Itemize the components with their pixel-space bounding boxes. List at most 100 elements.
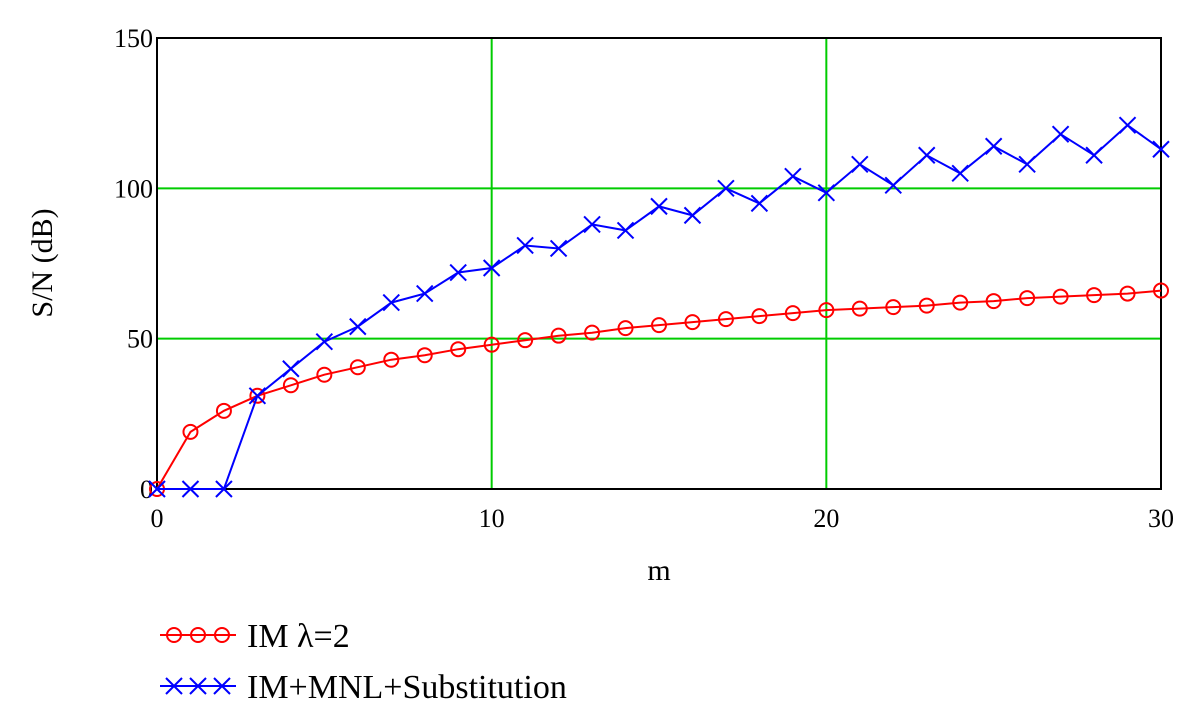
legend-swatch-markers bbox=[166, 627, 230, 643]
data-point-x bbox=[416, 284, 434, 303]
data-point-x-stroke bbox=[683, 206, 702, 225]
data-point-x bbox=[951, 164, 969, 183]
y-tick-label: 100 bbox=[114, 174, 153, 203]
data-point-x bbox=[1051, 125, 1070, 143]
data-point-circle bbox=[282, 377, 299, 394]
data-point-circle bbox=[684, 314, 701, 331]
data-point-x-stroke bbox=[449, 263, 467, 282]
data-point-x bbox=[984, 137, 1003, 155]
data-point-x bbox=[215, 480, 233, 498]
data-point-circle bbox=[818, 302, 835, 319]
series-group bbox=[148, 116, 1170, 498]
data-point-x-stroke bbox=[951, 164, 969, 183]
data-point-x bbox=[918, 146, 936, 164]
y-tick-labels: 0 50 100 150 bbox=[114, 24, 153, 504]
data-point-circle bbox=[416, 347, 433, 364]
data-point-circle bbox=[985, 293, 1002, 310]
data-point-x-stroke bbox=[1018, 155, 1036, 173]
data-point-x-stroke bbox=[1051, 125, 1070, 143]
data-point-circle bbox=[249, 387, 266, 404]
legend-label: IM+MNL+Substitution bbox=[247, 669, 567, 706]
data-point-x-stroke bbox=[148, 480, 166, 498]
data-point-x bbox=[1018, 155, 1036, 173]
data-point-x-stroke bbox=[248, 387, 267, 405]
legend-swatch-markers bbox=[165, 677, 231, 695]
data-point-circle bbox=[651, 317, 667, 334]
data-point-x-stroke bbox=[215, 480, 233, 498]
data-point-x bbox=[851, 155, 869, 173]
data-point-circle bbox=[190, 627, 206, 643]
data-point-x bbox=[884, 176, 902, 195]
data-point-x bbox=[549, 239, 568, 258]
data-point-x-stroke bbox=[282, 360, 300, 378]
x-tick-label: 0 bbox=[151, 504, 164, 533]
legend-label: IM λ=2 bbox=[247, 618, 350, 655]
data-point-circle bbox=[182, 423, 199, 440]
x-tick-label: 30 bbox=[1148, 504, 1174, 533]
data-point-x bbox=[449, 263, 467, 282]
data-point-circle bbox=[885, 299, 902, 316]
data-point-x bbox=[650, 197, 668, 216]
data-point-circle bbox=[517, 332, 534, 349]
x-axis-label: m bbox=[647, 554, 670, 587]
data-point-circle bbox=[918, 297, 935, 314]
data-point-circle bbox=[851, 300, 868, 317]
data-point-x-stroke bbox=[382, 293, 400, 312]
grid bbox=[157, 38, 1161, 489]
data-point-x bbox=[213, 677, 231, 695]
series-line bbox=[156, 289, 1162, 490]
data-point-x bbox=[683, 206, 702, 225]
y-axis-label: S/N (dB) bbox=[26, 208, 59, 317]
data-point-circle bbox=[550, 327, 567, 344]
data-point-circle bbox=[215, 402, 232, 419]
data-point-x bbox=[1118, 116, 1137, 134]
data-point-circle bbox=[483, 336, 500, 353]
plot-frame bbox=[156, 37, 1162, 490]
data-point-x bbox=[315, 332, 334, 351]
data-point-x-stroke bbox=[416, 284, 434, 303]
legend: IM λ=2 IM+MNL+Substitution bbox=[160, 618, 567, 706]
data-point-x bbox=[750, 194, 769, 213]
data-point-circle bbox=[617, 320, 634, 337]
data-point-x-stroke bbox=[851, 155, 869, 173]
series-0 bbox=[149, 282, 1169, 497]
data-point-circle bbox=[1086, 287, 1103, 304]
data-point-x-stroke bbox=[717, 179, 735, 198]
legend-item-im-mnl-substitution: IM+MNL+Substitution bbox=[160, 669, 567, 706]
data-point-circle bbox=[952, 294, 969, 311]
y-tick-label: 0 bbox=[140, 475, 153, 504]
data-point-x-stroke bbox=[349, 317, 367, 336]
data-point-circle bbox=[166, 627, 182, 643]
data-point-x-stroke bbox=[884, 176, 902, 195]
data-point-x bbox=[516, 236, 534, 255]
data-point-x-stroke bbox=[817, 184, 836, 202]
data-point-circle bbox=[717, 311, 734, 328]
data-point-x-stroke bbox=[918, 146, 936, 164]
legend-item-im-lambda-2: IM λ=2 bbox=[160, 618, 350, 655]
data-point-x-stroke bbox=[516, 236, 534, 255]
data-point-circle bbox=[1119, 285, 1136, 302]
data-point-x bbox=[1085, 146, 1103, 164]
data-point-x bbox=[382, 293, 400, 312]
data-point-x bbox=[148, 480, 166, 498]
data-point-x bbox=[181, 480, 200, 498]
data-point-x bbox=[165, 677, 183, 695]
data-point-circle bbox=[214, 627, 230, 643]
data-point-x bbox=[583, 215, 601, 234]
data-point-x-stroke bbox=[616, 221, 635, 240]
data-point-circle bbox=[383, 351, 400, 368]
data-point-circle bbox=[1019, 290, 1036, 307]
data-point-circle bbox=[784, 305, 801, 322]
data-point-circle bbox=[450, 341, 467, 358]
data-point-x-stroke bbox=[650, 197, 668, 216]
data-point-x-stroke bbox=[549, 239, 568, 258]
x-tick-label: 10 bbox=[479, 504, 505, 533]
data-point-x bbox=[717, 179, 735, 198]
data-point-x-stroke bbox=[784, 167, 802, 186]
data-point-circle bbox=[349, 359, 366, 376]
x-tick-label: 20 bbox=[813, 504, 839, 533]
data-point-x bbox=[482, 259, 501, 277]
data-point-x-stroke bbox=[1085, 146, 1103, 164]
